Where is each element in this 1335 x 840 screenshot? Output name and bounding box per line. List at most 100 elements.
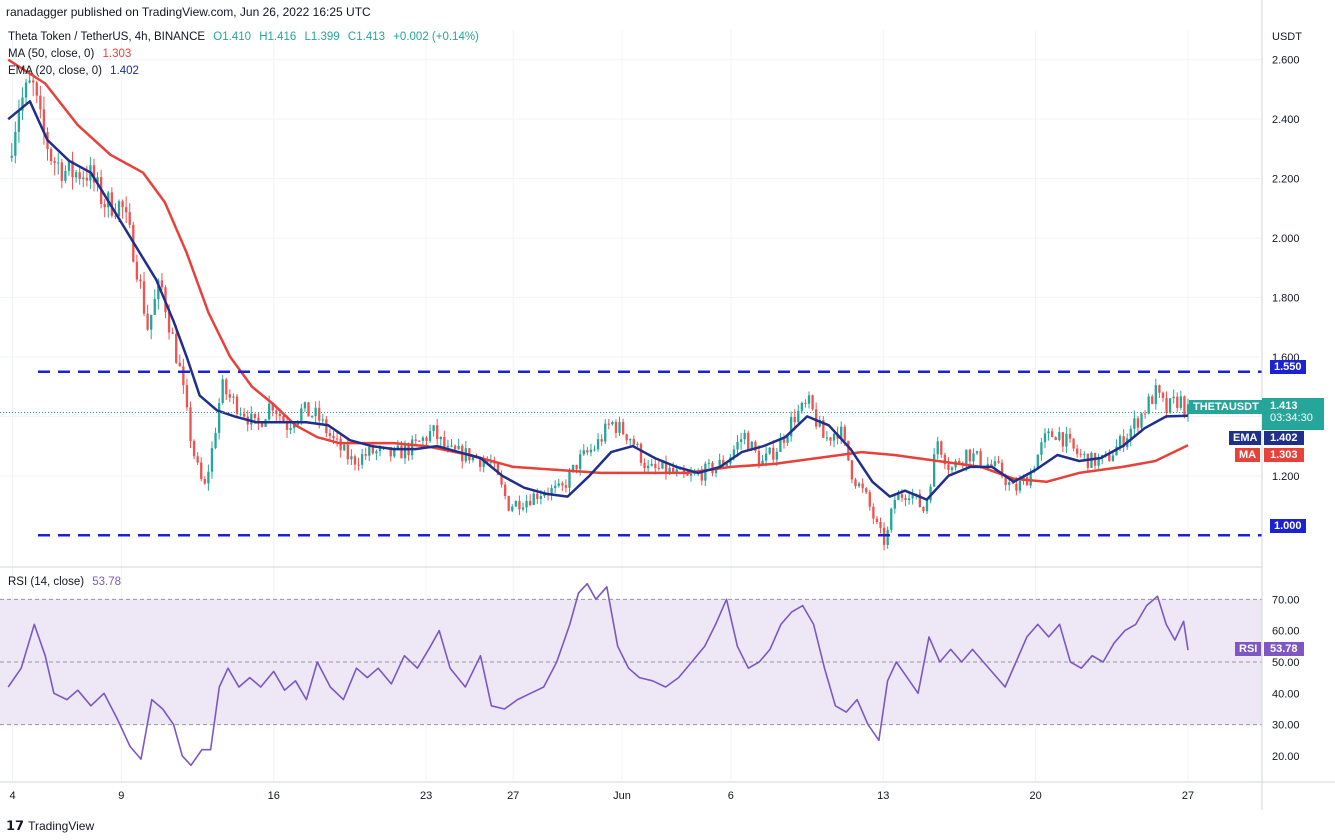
candle-body (242, 413, 246, 417)
candle-body (775, 451, 779, 460)
candle-body (739, 439, 743, 442)
candle-body (150, 314, 153, 330)
ema-legend-label: EMA (20, close, 0) (8, 65, 102, 77)
candle-body (53, 161, 56, 163)
candle-body (35, 82, 38, 96)
candle-body (49, 149, 53, 162)
candle-body (940, 441, 943, 455)
candle-body (518, 501, 521, 510)
candle-body (1065, 433, 1068, 447)
candle-body (890, 508, 893, 530)
candle-body (453, 445, 457, 450)
price-tick-label: 1.200 (1272, 471, 1300, 483)
price-unit-label: USDT (1272, 31, 1302, 43)
candle-body (947, 464, 950, 470)
footer[interactable]: 𝟭𝟳 TradingView (6, 818, 94, 834)
candle-body (1097, 458, 1100, 466)
candle-body (1115, 446, 1118, 456)
candle-body (1050, 431, 1054, 438)
candle-body (768, 447, 771, 454)
candle-body (543, 493, 546, 496)
ohlc-low: L1.399 (304, 31, 340, 43)
candle-body (521, 507, 525, 510)
candle-body (178, 362, 181, 367)
candle-body (1183, 396, 1186, 415)
candle-body (114, 215, 117, 217)
candle-body (822, 420, 825, 438)
candle-body (1172, 396, 1175, 399)
candle-body (486, 461, 489, 463)
candle-body (593, 449, 596, 451)
candle-body (421, 437, 425, 441)
time-tick-label: Jun (613, 790, 631, 802)
candle-body (586, 450, 589, 453)
candle-body (64, 170, 67, 181)
candle-body (993, 461, 997, 466)
candle-body (189, 407, 192, 442)
candle-body (42, 109, 46, 132)
candle-body (293, 425, 296, 429)
candle-body (1018, 481, 1022, 491)
candle-body (157, 280, 160, 300)
candle-body (200, 462, 203, 480)
candle-body (1079, 453, 1082, 455)
candle-body (657, 467, 661, 469)
candle-body (661, 461, 664, 469)
candle-body (1061, 432, 1065, 447)
rsi-name-tag: RSI (1235, 642, 1262, 656)
candle-body (654, 463, 657, 468)
time-tick-label: 20 (1029, 790, 1041, 802)
price-tick-label: 1.800 (1272, 293, 1300, 305)
candle-body (135, 261, 139, 280)
ma-legend: MA (50, close, 0) 1.303 (8, 48, 136, 60)
candle-body (611, 421, 614, 425)
candle-body (825, 437, 829, 439)
candle-body (1040, 442, 1043, 455)
candle-body (207, 471, 210, 484)
candle-body (875, 518, 879, 522)
candle-body (743, 432, 746, 440)
candle-body (832, 433, 836, 441)
candle-body (943, 454, 947, 465)
candle-body (664, 461, 668, 474)
candle-body (128, 212, 131, 225)
candle-body (1058, 432, 1061, 440)
candle-body (471, 455, 475, 461)
candle-body (579, 454, 582, 470)
ohlc-high: H1.416 (259, 31, 297, 43)
candle-body (782, 439, 786, 443)
candle-body (600, 439, 603, 442)
axes[interactable]: 1.2001.4001.6001.8002.0002.2002.4002.600… (0, 0, 1335, 810)
candle-body (761, 460, 764, 466)
candle-body (865, 488, 868, 493)
candle-body (646, 465, 650, 469)
candle-body (1011, 482, 1014, 484)
candle-body (375, 451, 378, 454)
candle-body (764, 453, 768, 461)
candle-body (693, 472, 696, 474)
candle-body (925, 500, 929, 512)
horizontal-levels[interactable] (38, 370, 1262, 537)
candle-body (596, 439, 600, 450)
candle-body (71, 160, 74, 178)
candle-body (604, 423, 607, 442)
candle-body (861, 483, 864, 489)
candle-body (843, 426, 846, 441)
candle-body (807, 395, 811, 404)
time-tick-label: 4 (9, 790, 15, 802)
symbol-legend: Theta Token / TetherUS, 4h, BINANCE O1.4… (8, 31, 484, 43)
candle-body (353, 456, 357, 465)
candle-body (1129, 428, 1132, 439)
ma-value-tag: 1.303 (1264, 448, 1304, 462)
candle-body (815, 409, 818, 427)
candle-body (142, 281, 146, 314)
candle-body (1054, 437, 1057, 440)
candle-body (1075, 448, 1079, 454)
candle-body (1165, 397, 1168, 413)
candle-body (307, 402, 310, 417)
candle-body (1140, 413, 1143, 428)
candle-body (235, 396, 239, 414)
candle-body (736, 441, 739, 450)
candle-body (160, 280, 164, 288)
